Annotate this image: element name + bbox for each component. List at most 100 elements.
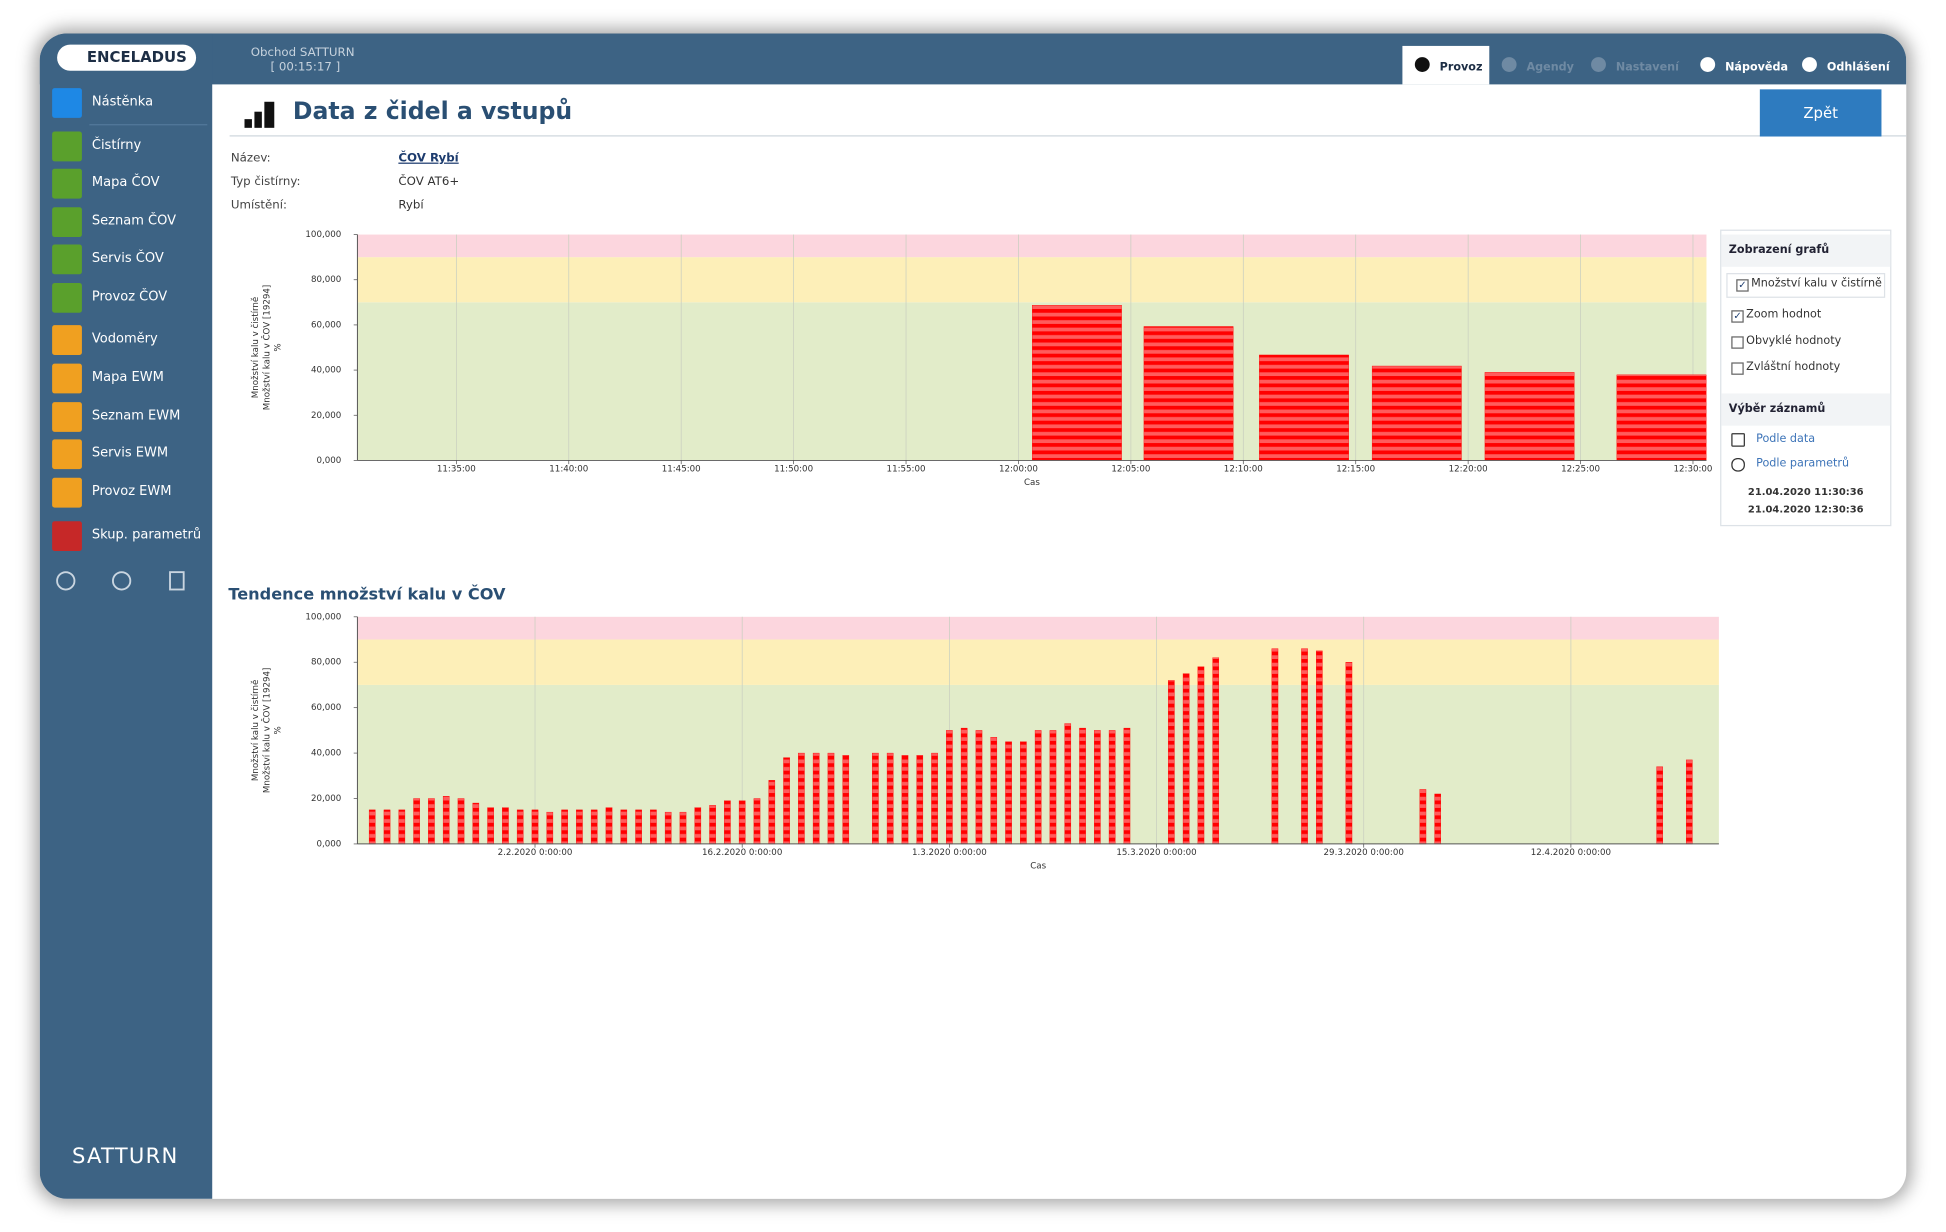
sidebar-label[interactable]: Provoz EWM bbox=[91, 484, 172, 499]
x-tick-label: 12:10:00 bbox=[1224, 465, 1263, 475]
info-value: ČOV AT6+ bbox=[398, 174, 460, 189]
range-end: 21.04.2020 12:30:36 bbox=[1747, 503, 1864, 516]
sidebar-icon[interactable] bbox=[52, 477, 82, 508]
checkbox-label[interactable]: Obvyklé hodnoty bbox=[1746, 335, 1842, 348]
sidebar-label[interactable]: Nástěnka bbox=[91, 94, 154, 110]
nav-item[interactable]: Nastavení bbox=[1579, 46, 1688, 84]
sidebar-icon[interactable] bbox=[52, 207, 82, 238]
nav-item[interactable]: Nápověda bbox=[1688, 46, 1790, 84]
sidebar-item[interactable]: Nástěnka bbox=[40, 86, 213, 126]
nav-icon[interactable] bbox=[1698, 53, 1718, 73]
logo[interactable]: ENCELADUS bbox=[57, 44, 197, 71]
bar bbox=[413, 798, 420, 845]
chart-title: Tendence množství kalu v ČOV bbox=[228, 585, 506, 605]
panel-header[interactable]: Zobrazení grafů bbox=[1721, 234, 1891, 267]
sidebar-item[interactable]: Mapa ČOV bbox=[40, 166, 213, 201]
sidebar-item[interactable]: Provoz ČOV bbox=[40, 280, 213, 315]
checkbox[interactable] bbox=[1731, 336, 1744, 349]
sidebar-icon[interactable] bbox=[52, 521, 82, 552]
store-name: Obchod SATTURN bbox=[250, 45, 355, 60]
bar bbox=[472, 802, 480, 845]
sidebar-label[interactable]: Servis EWM bbox=[91, 445, 169, 461]
title-icon bbox=[244, 101, 275, 128]
bar bbox=[590, 809, 598, 845]
sidebar-icon[interactable] bbox=[52, 131, 82, 162]
bar bbox=[1212, 657, 1220, 845]
sidebar-item[interactable]: Servis EWM bbox=[40, 437, 213, 472]
sidebar-tools bbox=[56, 571, 185, 591]
checkbox-label[interactable]: Zoom hodnot bbox=[1746, 309, 1822, 322]
x-tick-label: 2.2.2020 0:00:00 bbox=[498, 848, 573, 858]
x-tick-label: 16.2.2020 0:00:00 bbox=[702, 848, 782, 858]
side-panel: Zobrazení grafů Množství kalu v čistírně… bbox=[1720, 229, 1892, 527]
bar bbox=[398, 809, 406, 845]
sidebar-item[interactable]: Servis ČOV bbox=[40, 242, 213, 277]
sidebar-icon[interactable] bbox=[52, 402, 82, 432]
session-timer: [ 00:15:17 ] bbox=[270, 60, 341, 75]
nav-item[interactable]: Provoz bbox=[1402, 45, 1490, 85]
sidebar-icon[interactable] bbox=[52, 88, 82, 118]
back-button[interactable]: Zpět bbox=[1759, 89, 1882, 137]
link[interactable]: Podle parametrů bbox=[1756, 457, 1850, 471]
sidebar-label[interactable]: Provoz ČOV bbox=[91, 289, 168, 305]
sidebar-label[interactable]: Mapa ČOV bbox=[91, 174, 160, 190]
sidebar-icon[interactable] bbox=[52, 244, 82, 275]
bar bbox=[1049, 730, 1057, 845]
sidebar-item[interactable]: Provoz EWM bbox=[40, 475, 213, 510]
nav-icon[interactable] bbox=[1412, 53, 1432, 73]
sidebar-label[interactable]: Vodoměry bbox=[91, 331, 158, 347]
compass-icon[interactable] bbox=[56, 571, 76, 591]
link-icon[interactable] bbox=[1731, 457, 1745, 472]
sidebar-item[interactable]: Seznam EWM bbox=[40, 400, 213, 435]
back-label[interactable]: Zpět bbox=[1803, 104, 1838, 122]
sidebar-label[interactable]: Mapa EWM bbox=[91, 369, 164, 385]
logout-icon[interactable] bbox=[169, 571, 185, 591]
nav-icon[interactable] bbox=[1589, 53, 1609, 73]
checkbox[interactable] bbox=[1731, 310, 1744, 323]
sidebar-item[interactable]: Čistírny bbox=[40, 129, 213, 164]
checkbox-label[interactable]: Zvláštní hodnoty bbox=[1746, 361, 1841, 374]
sidebar-item[interactable]: Vodoměry bbox=[40, 323, 213, 358]
nav-item[interactable]: Odhlášení bbox=[1790, 46, 1902, 84]
bar bbox=[1182, 673, 1190, 845]
chart-select[interactable]: Množství kalu v čistírně bbox=[1726, 273, 1886, 298]
sidebar-icon[interactable] bbox=[52, 439, 82, 470]
bar bbox=[1616, 374, 1707, 461]
select-label[interactable]: Množství kalu v čistírně bbox=[1751, 277, 1882, 291]
info-value[interactable]: ČOV Rybí bbox=[398, 151, 459, 166]
panel-header[interactable]: Výběr záznamů bbox=[1721, 393, 1891, 426]
link[interactable]: Podle data bbox=[1756, 433, 1816, 446]
bar bbox=[546, 811, 554, 845]
nav-item[interactable]: Agendy bbox=[1489, 46, 1578, 84]
sidebar-item[interactable]: Seznam ČOV bbox=[40, 205, 213, 240]
sidebar-label[interactable]: Seznam EWM bbox=[91, 408, 181, 424]
sidebar-label[interactable]: Čistírny bbox=[91, 137, 142, 153]
x-tick-label: 11:45:00 bbox=[662, 465, 701, 475]
x-tick-label: 12:30:00 bbox=[1674, 465, 1713, 475]
select-check[interactable] bbox=[1736, 279, 1749, 292]
checkbox[interactable] bbox=[1731, 362, 1744, 375]
bar bbox=[368, 809, 376, 845]
sidebar-label[interactable]: Skup. parametrů bbox=[91, 527, 202, 543]
sidebar-icon[interactable] bbox=[52, 282, 82, 313]
bar bbox=[1108, 730, 1116, 845]
y-tick-label: 0,000 bbox=[316, 456, 341, 466]
bar bbox=[1005, 741, 1012, 845]
nav-icon[interactable] bbox=[1499, 53, 1519, 73]
bar bbox=[1168, 680, 1175, 845]
link-icon[interactable] bbox=[1731, 433, 1745, 447]
sidebar-icon[interactable] bbox=[52, 325, 82, 355]
sidebar-item[interactable]: Skup. parametrů bbox=[40, 519, 213, 554]
sidebar-item[interactable]: Mapa EWM bbox=[40, 361, 213, 396]
sidebar-icon[interactable] bbox=[52, 168, 82, 199]
x-tick-label: 11:55:00 bbox=[887, 465, 926, 475]
sidebar-label[interactable]: Servis ČOV bbox=[91, 250, 164, 266]
info-value: Rybí bbox=[398, 198, 424, 213]
nav-icon[interactable] bbox=[1800, 53, 1820, 73]
sidebar-label[interactable]: Seznam ČOV bbox=[91, 213, 177, 229]
x-tick-label: 12:25:00 bbox=[1561, 465, 1600, 475]
x-tick-label: 15.3.2020 0:00:00 bbox=[1116, 848, 1196, 858]
sidebar-icon[interactable] bbox=[52, 363, 82, 394]
user-icon[interactable] bbox=[112, 571, 132, 591]
y-axis-label: % bbox=[273, 343, 283, 351]
